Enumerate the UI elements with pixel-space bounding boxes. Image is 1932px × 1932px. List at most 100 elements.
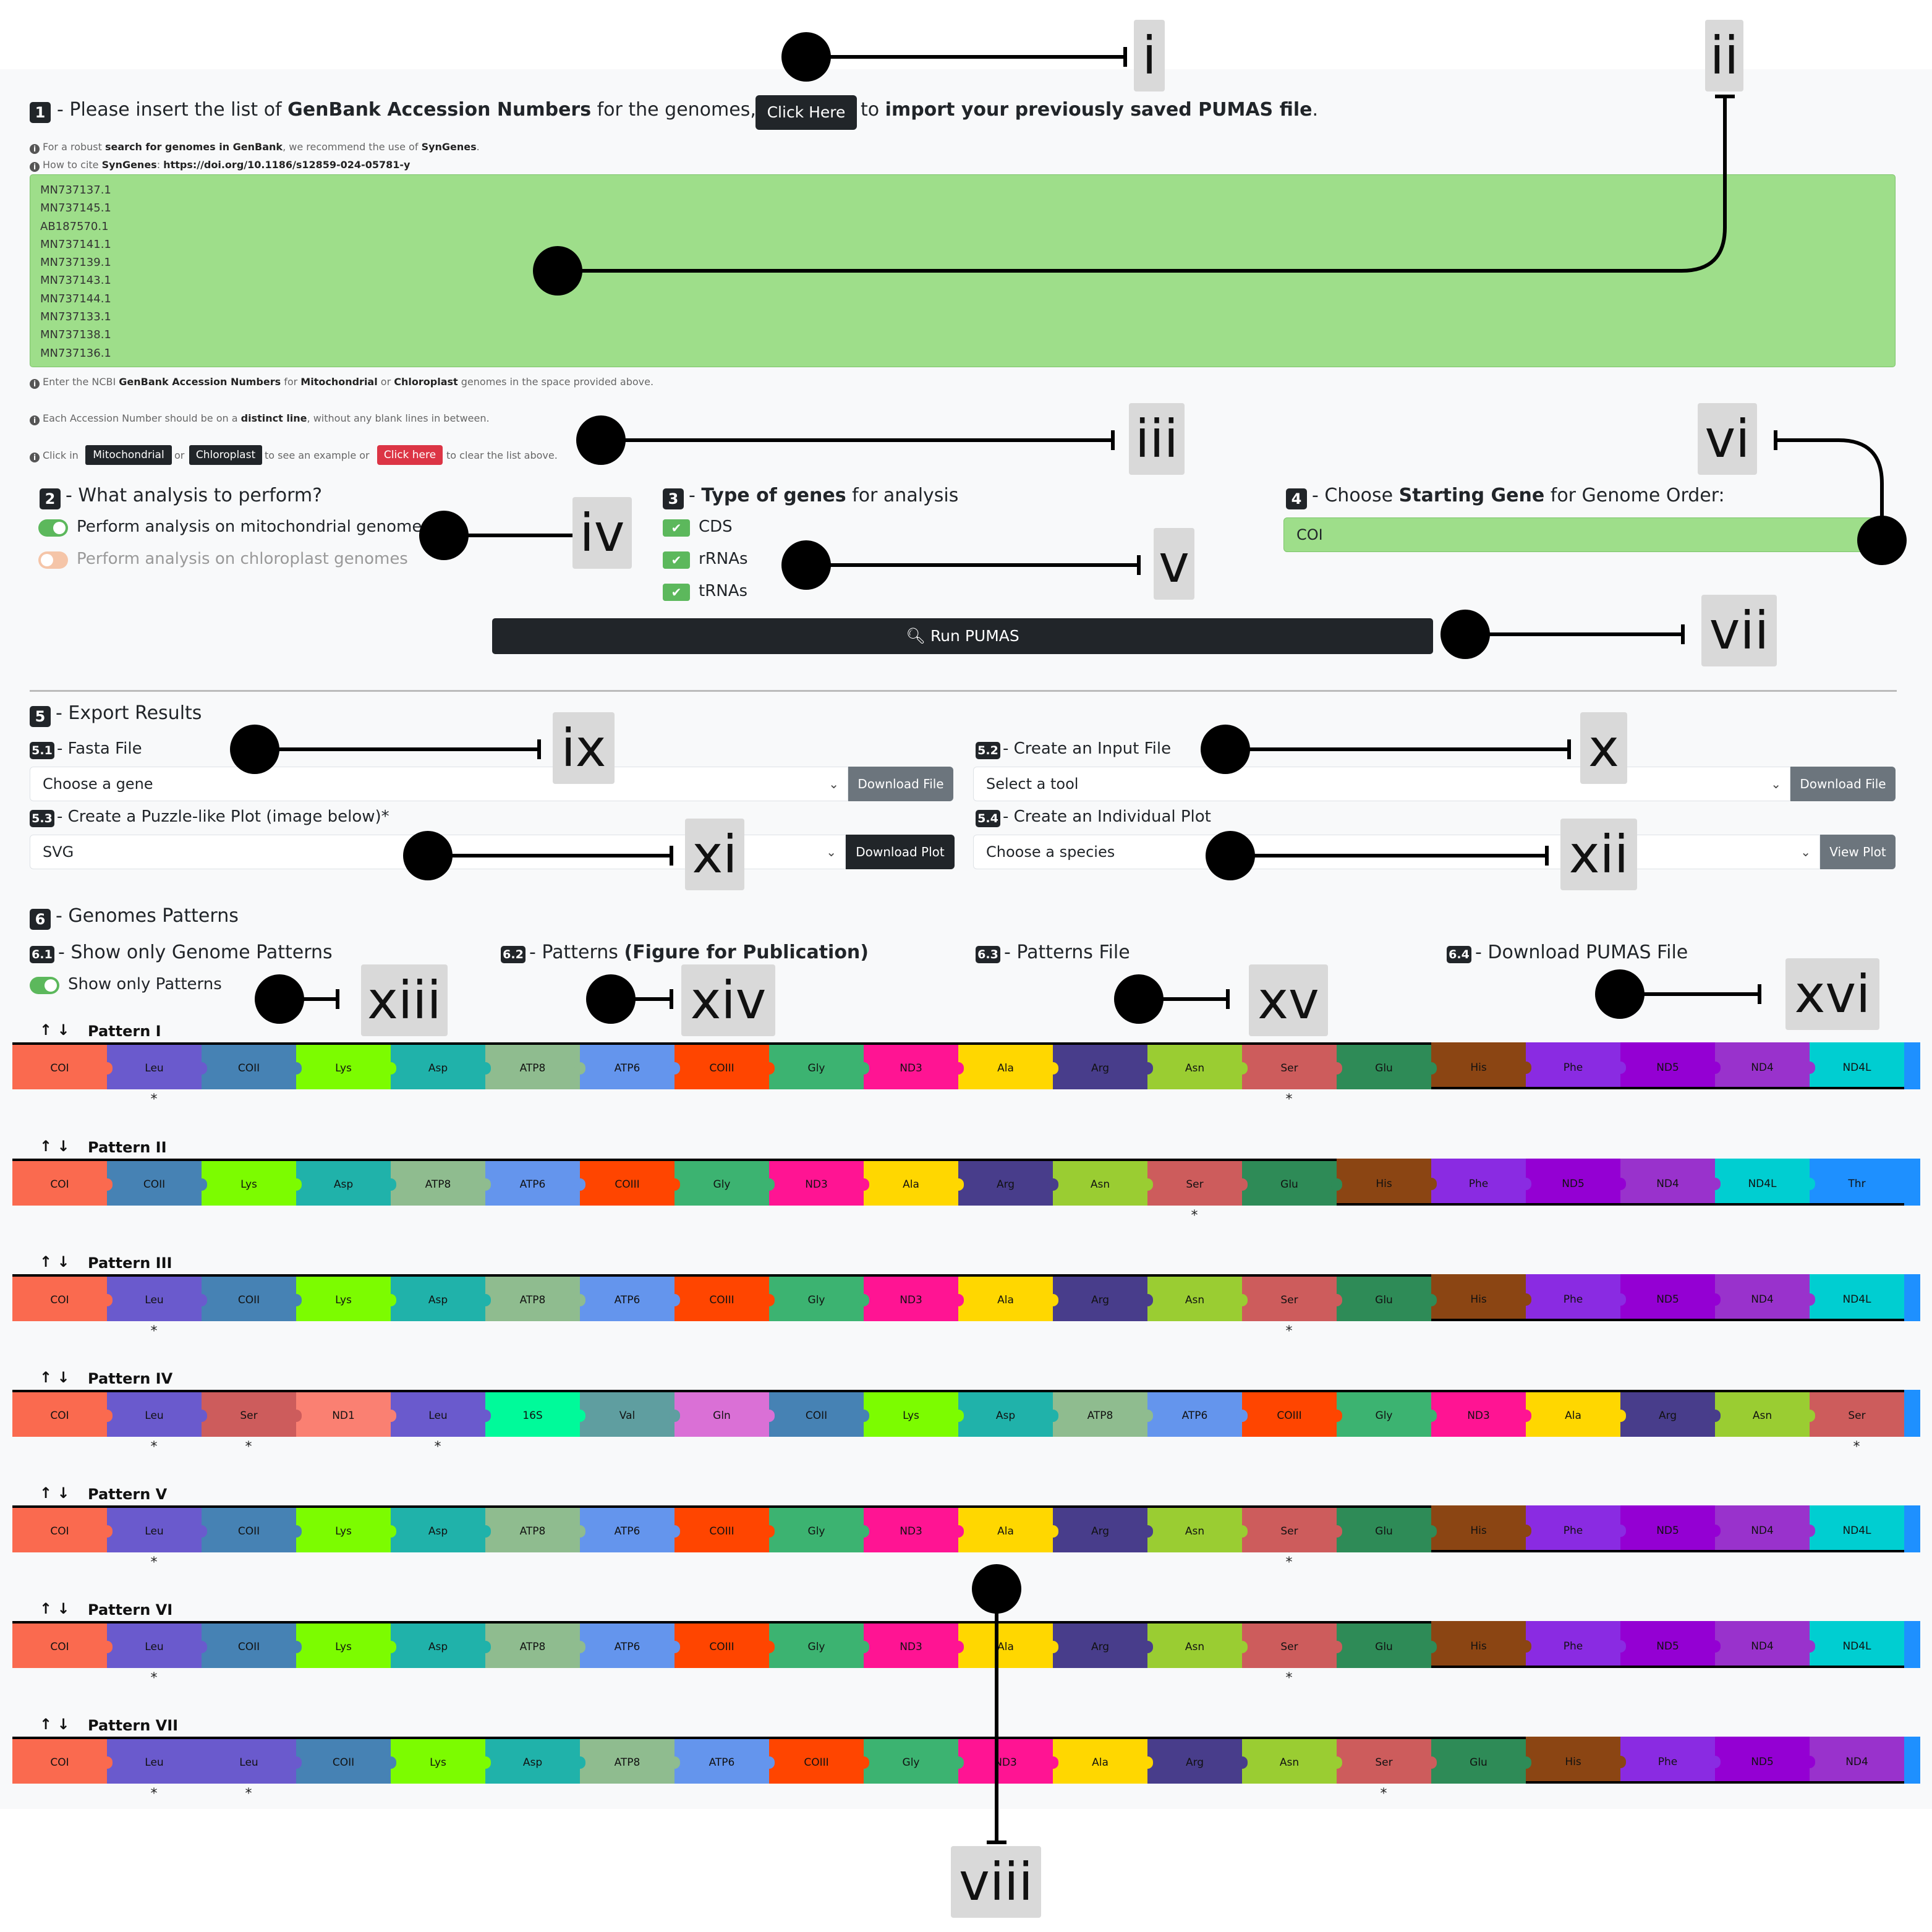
gene-block[interactable]: COII — [107, 1159, 207, 1206]
gene-block[interactable]: Gln — [674, 1390, 775, 1437]
gene-block[interactable]: 16S — [485, 1390, 585, 1437]
gene-block[interactable]: COI — [12, 1274, 113, 1321]
gene-block[interactable]: ND5 — [1715, 1737, 1815, 1784]
gene-block[interactable]: His — [1431, 1505, 1531, 1552]
gene-block[interactable]: Lys — [296, 1042, 396, 1089]
gene-block[interactable]: Glu — [1337, 1505, 1437, 1552]
gene-block[interactable]: Ala — [958, 1274, 1058, 1321]
species-select[interactable]: Choose a species ⌄ — [973, 835, 1820, 869]
gene-block[interactable]: ATP6 — [485, 1159, 585, 1206]
show-patterns-switch[interactable] — [30, 977, 59, 994]
gene-block[interactable]: Asn — [1147, 1621, 1248, 1668]
gene-block[interactable]: Phe — [1526, 1621, 1626, 1668]
gene-block[interactable]: Lys — [391, 1737, 491, 1784]
gene-block[interactable]: His — [1431, 1042, 1531, 1089]
gene-block[interactable]: Asp — [958, 1390, 1058, 1437]
gene-block[interactable]: Asp — [391, 1042, 491, 1089]
gene-block[interactable]: His — [1526, 1737, 1626, 1784]
gene-block[interactable]: COIII — [769, 1737, 869, 1784]
gene-block[interactable]: Glu — [1337, 1621, 1437, 1668]
gene-block[interactable]: Gly — [769, 1042, 869, 1089]
gene-block[interactable]: Arg — [1053, 1621, 1153, 1668]
gene-block[interactable]: Glu — [1242, 1159, 1342, 1206]
download-plot-button[interactable]: Download Plot — [846, 835, 955, 869]
gene-block[interactable]: Asn — [1147, 1042, 1248, 1089]
gene-block[interactable]: Ser — [1337, 1737, 1437, 1784]
gene-block[interactable]: Ser — [1242, 1042, 1342, 1089]
gene-block[interactable]: Glu — [1337, 1042, 1437, 1089]
gene-block[interactable]: Leu — [107, 1505, 207, 1552]
fasta-gene-select[interactable]: Choose a gene ⌄ — [30, 767, 848, 801]
gene-block[interactable]: Asp — [391, 1274, 491, 1321]
gene-block[interactable]: COI — [12, 1042, 113, 1089]
gene-block[interactable]: His — [1431, 1621, 1531, 1668]
reorder-arrows-icon[interactable]: ↑ ↓ — [40, 1021, 70, 1039]
gene-block[interactable]: Asn — [1147, 1505, 1248, 1552]
gene-block[interactable]: COIII — [674, 1042, 775, 1089]
run-pumas-button[interactable]: 🔍︎ Run PUMAS — [492, 618, 1433, 654]
gene-block[interactable]: ATP8 — [485, 1505, 585, 1552]
trnas-checkbox[interactable]: ✔ — [663, 584, 690, 601]
gene-block[interactable]: ATP8 — [485, 1274, 585, 1321]
reorder-arrows-icon[interactable]: ↑ ↓ — [40, 1369, 70, 1386]
gene-block[interactable]: COII — [202, 1042, 302, 1089]
gene-block[interactable]: COIII — [674, 1505, 775, 1552]
gene-block[interactable]: ATP6 — [580, 1042, 680, 1089]
gene-block[interactable]: ATP8 — [485, 1042, 585, 1089]
gene-block[interactable]: Gly — [769, 1621, 869, 1668]
gene-block[interactable]: ND4L — [1715, 1159, 1815, 1206]
gene-block[interactable]: ND4L — [1810, 1274, 1904, 1321]
gene-block[interactable]: Gly — [769, 1505, 869, 1552]
gene-block[interactable]: Leu — [202, 1737, 302, 1784]
gene-block[interactable]: Leu — [391, 1390, 491, 1437]
gene-block[interactable]: ND3 — [864, 1621, 964, 1668]
gene-block[interactable]: ND4 — [1715, 1042, 1815, 1089]
gene-block[interactable]: ND4 — [1715, 1621, 1815, 1668]
gene-block[interactable]: Asn — [1242, 1737, 1342, 1784]
gene-block[interactable]: Asn — [1147, 1274, 1248, 1321]
gene-block[interactable]: ND3 — [958, 1737, 1058, 1784]
gene-block[interactable]: Lys — [864, 1390, 964, 1437]
reorder-arrows-icon[interactable]: ↑ ↓ — [40, 1600, 70, 1617]
gene-block[interactable]: ATP6 — [580, 1274, 680, 1321]
gene-block[interactable]: Leu — [107, 1042, 207, 1089]
gene-block[interactable]: Thr — [1810, 1159, 1904, 1206]
fasta-download-button[interactable]: Download File — [848, 767, 953, 801]
gene-block[interactable]: Gly — [674, 1159, 775, 1206]
gene-block[interactable]: Arg — [1053, 1505, 1153, 1552]
gene-block[interactable]: Ala — [958, 1042, 1058, 1089]
gene-block[interactable]: Ser — [1242, 1621, 1342, 1668]
gene-block[interactable]: ND3 — [864, 1274, 964, 1321]
gene-block[interactable]: Ser — [202, 1390, 302, 1437]
gene-block[interactable]: COIII — [674, 1621, 775, 1668]
gene-block[interactable]: ND3 — [864, 1505, 964, 1552]
gene-block[interactable]: ND4 — [1620, 1159, 1721, 1206]
view-plot-button[interactable]: View Plot — [1820, 835, 1896, 869]
gene-block[interactable]: COI — [12, 1159, 113, 1206]
gene-block[interactable]: Ala — [958, 1505, 1058, 1552]
gene-block[interactable]: Glu — [1337, 1274, 1437, 1321]
mitochondrial-switch[interactable] — [38, 519, 68, 537]
gene-block[interactable]: ATP6 — [580, 1621, 680, 1668]
doi-link[interactable]: https://doi.org/10.1186/s12859-024-05781… — [163, 159, 411, 171]
input-tool-select[interactable]: Select a tool ⌄ — [973, 767, 1790, 801]
gene-block[interactable]: Phe — [1526, 1042, 1626, 1089]
gene-block[interactable]: Ser — [1242, 1505, 1342, 1552]
gene-block[interactable]: Arg — [1053, 1274, 1153, 1321]
gene-block[interactable]: ND4L — [1810, 1042, 1904, 1089]
gene-block[interactable]: ND4 — [1715, 1505, 1815, 1552]
input-file-download-button[interactable]: Download File — [1790, 767, 1896, 801]
reorder-arrows-icon[interactable]: ↑ ↓ — [40, 1138, 70, 1155]
gene-block[interactable]: Asp — [391, 1505, 491, 1552]
gene-block[interactable]: ND3 — [1431, 1390, 1531, 1437]
gene-block[interactable]: COII — [202, 1621, 302, 1668]
gene-block[interactable]: Leu — [107, 1390, 207, 1437]
gene-block[interactable]: ND5 — [1620, 1621, 1721, 1668]
gene-block[interactable]: Arg — [1620, 1390, 1721, 1437]
gene-block[interactable]: Ser — [1242, 1274, 1342, 1321]
gene-block[interactable]: Lys — [296, 1274, 396, 1321]
gene-block[interactable]: Arg — [958, 1159, 1058, 1206]
gene-block[interactable]: His — [1431, 1274, 1531, 1321]
gene-block[interactable]: Phe — [1526, 1505, 1626, 1552]
gene-block[interactable]: ATP6 — [580, 1505, 680, 1552]
